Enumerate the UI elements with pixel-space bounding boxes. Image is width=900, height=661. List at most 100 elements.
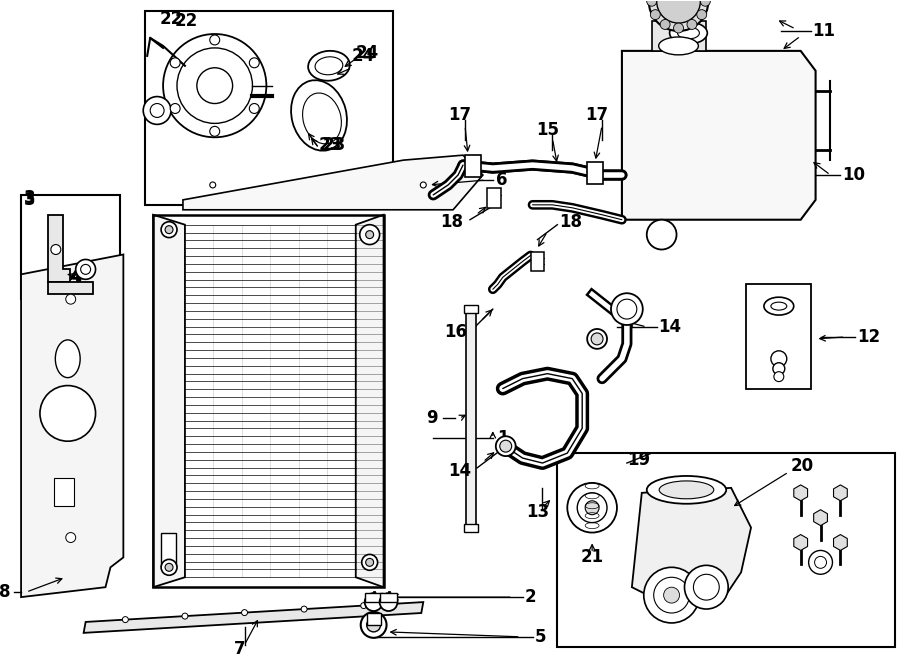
Circle shape (647, 0, 657, 6)
Circle shape (611, 293, 643, 325)
Bar (21, 195, 121, 299)
Circle shape (365, 231, 374, 239)
Bar (465, 155, 481, 177)
Circle shape (774, 371, 784, 381)
Circle shape (814, 557, 826, 568)
Polygon shape (833, 485, 847, 501)
Circle shape (700, 0, 710, 6)
Bar (587, 162, 603, 184)
Circle shape (197, 68, 232, 104)
Text: 2: 2 (525, 588, 536, 606)
Bar (557, 453, 895, 646)
Circle shape (651, 10, 661, 20)
Text: 24: 24 (356, 44, 379, 62)
Ellipse shape (315, 57, 343, 75)
Circle shape (366, 618, 381, 632)
Text: 3: 3 (24, 189, 36, 207)
Circle shape (771, 351, 787, 367)
Circle shape (182, 613, 188, 619)
Text: 3: 3 (24, 191, 36, 209)
Circle shape (773, 363, 785, 375)
Circle shape (657, 0, 700, 23)
Circle shape (496, 436, 516, 456)
Text: 12: 12 (858, 328, 880, 346)
Text: 8: 8 (0, 583, 10, 601)
Text: 18: 18 (440, 213, 463, 231)
Bar (366, 613, 381, 625)
Circle shape (81, 264, 91, 274)
Circle shape (122, 617, 129, 623)
Bar (145, 11, 393, 205)
Polygon shape (356, 215, 383, 587)
Polygon shape (814, 510, 827, 525)
Circle shape (210, 182, 216, 188)
Circle shape (76, 260, 95, 280)
Circle shape (163, 34, 266, 137)
Polygon shape (21, 254, 123, 597)
Text: 11: 11 (813, 22, 835, 40)
Ellipse shape (55, 340, 80, 377)
Text: 20: 20 (791, 457, 814, 475)
Circle shape (150, 104, 164, 118)
Circle shape (170, 104, 180, 114)
Bar (464, 524, 478, 531)
Circle shape (143, 97, 171, 124)
Circle shape (361, 612, 386, 638)
Circle shape (673, 23, 683, 33)
Circle shape (661, 19, 670, 30)
Circle shape (380, 593, 398, 611)
Circle shape (587, 329, 607, 349)
Circle shape (362, 555, 378, 570)
Polygon shape (632, 488, 751, 607)
Bar (54, 478, 74, 506)
Text: 17: 17 (586, 106, 608, 124)
Polygon shape (153, 215, 184, 587)
Text: 9: 9 (427, 409, 438, 428)
Circle shape (170, 58, 180, 68)
Text: 5: 5 (535, 628, 546, 646)
Circle shape (165, 225, 173, 233)
Circle shape (649, 0, 708, 31)
Bar (487, 188, 500, 208)
Ellipse shape (678, 27, 699, 39)
Text: 4: 4 (69, 268, 81, 286)
Circle shape (567, 483, 617, 533)
Ellipse shape (291, 80, 347, 151)
Circle shape (66, 294, 76, 304)
Polygon shape (794, 535, 807, 551)
Polygon shape (833, 535, 847, 551)
Polygon shape (84, 602, 423, 633)
Circle shape (210, 35, 220, 45)
Text: 19: 19 (627, 451, 650, 469)
Bar (153, 215, 383, 587)
Circle shape (591, 333, 603, 345)
Text: 13: 13 (526, 503, 549, 521)
Circle shape (241, 609, 248, 615)
Bar (466, 309, 476, 527)
Circle shape (161, 559, 177, 575)
Circle shape (500, 440, 512, 452)
Text: 7: 7 (234, 640, 246, 658)
Ellipse shape (659, 37, 698, 55)
Text: 15: 15 (536, 122, 559, 139)
Circle shape (40, 385, 95, 441)
Ellipse shape (302, 93, 341, 144)
Bar (746, 284, 811, 389)
Circle shape (365, 559, 374, 566)
Bar (161, 533, 176, 567)
Ellipse shape (308, 51, 350, 81)
Text: 21: 21 (580, 549, 604, 566)
Circle shape (617, 299, 637, 319)
Bar (652, 21, 707, 51)
Bar (531, 251, 544, 272)
Ellipse shape (771, 302, 787, 310)
Text: 22: 22 (160, 10, 184, 28)
Circle shape (165, 563, 173, 571)
Polygon shape (622, 51, 815, 219)
Text: 14: 14 (659, 318, 682, 336)
Circle shape (51, 245, 61, 254)
Circle shape (362, 227, 378, 243)
Polygon shape (364, 593, 382, 602)
Circle shape (577, 493, 607, 523)
Circle shape (653, 577, 689, 613)
